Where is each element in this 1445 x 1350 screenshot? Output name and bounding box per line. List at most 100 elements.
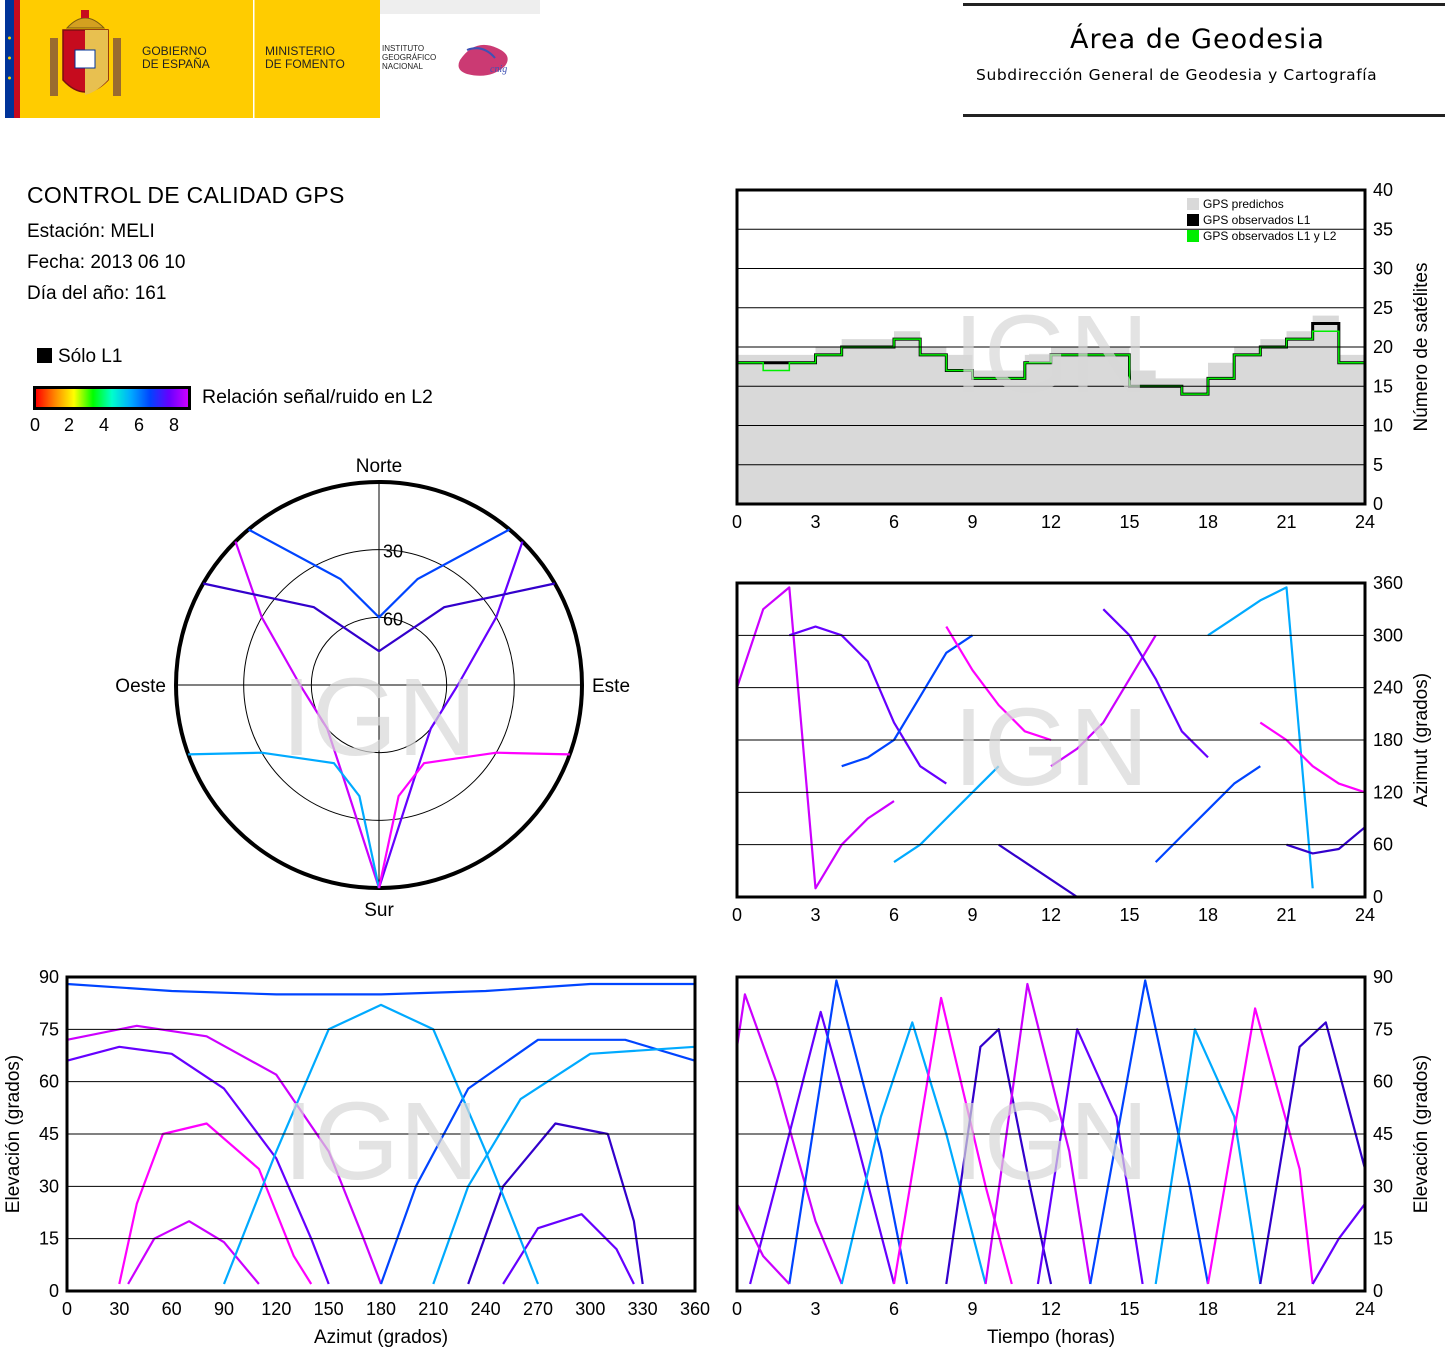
elevation-time-track <box>736 1203 791 1285</box>
y-tick-label: 30 <box>1373 259 1393 279</box>
azimuth-track <box>1050 634 1157 768</box>
ministerio-line-2: DE FOMENTO <box>265 57 345 71</box>
x-tick-label: 330 <box>628 1299 658 1319</box>
date-label: Fecha: 2013 06 10 <box>27 252 186 273</box>
series-predicted-area <box>737 315 1365 504</box>
sky-track <box>188 751 381 889</box>
y-tick-label: 0 <box>1373 887 1383 907</box>
snr-colorbar <box>33 386 191 410</box>
spain-flag-strip <box>14 0 20 118</box>
y-tick-label: 15 <box>1373 376 1393 396</box>
ign-watermark: IGN <box>281 656 477 779</box>
sky-track <box>234 541 381 889</box>
x-axis-label: Tiempo (horas) <box>987 1327 1115 1348</box>
elevation-track <box>432 1045 696 1285</box>
x-tick-label: 300 <box>575 1299 605 1319</box>
satellite-count-chart: 0 5 10 15 20 25 30 35 40 0 3 6 9 12 15 18 21 24 IGN Número … <box>732 180 1432 532</box>
x-tick-label: 6 <box>889 1299 899 1319</box>
cnig-text: cnig <box>490 64 508 75</box>
x-tick-label: 240 <box>471 1299 501 1319</box>
elevation-time-track <box>1089 979 1210 1285</box>
snr-ticks: 0 2 4 6 8 <box>30 415 200 437</box>
y-axis-label: Número de satélites <box>1411 263 1432 432</box>
x-tick-label: 3 <box>810 905 820 925</box>
azimuth-track <box>735 586 895 890</box>
x-tick-label: 18 <box>1198 512 1218 532</box>
y-tick-label: 0 <box>1373 1281 1383 1301</box>
elevation-time-chart: 0 15 30 45 60 75 90 0 3 6 9 12 15 18 21 24 IGN Elevación … <box>732 967 1432 1348</box>
y-tick-label: 30 <box>1373 1176 1393 1196</box>
elevation-track <box>118 1122 313 1285</box>
north-label: Norte <box>356 456 402 477</box>
y-tick-label: 25 <box>1373 298 1393 318</box>
x-tick-label: 12 <box>1041 905 1061 925</box>
elevation-time-track <box>749 1010 896 1285</box>
y-tick-label: 90 <box>1373 967 1393 987</box>
ign-watermark: IGN <box>953 293 1149 416</box>
cnig-logo-icon <box>458 44 508 76</box>
plot-border <box>735 581 1367 899</box>
elevation-track <box>222 1003 540 1285</box>
eu-flag-strip <box>5 0 14 59</box>
x-tick-label: 12 <box>1041 1299 1061 1319</box>
x-tick-label: 21 <box>1276 512 1296 532</box>
azimuth-track <box>893 765 1000 864</box>
report-info: CONTROL DE CALIDAD GPS Estación: MELI Fe… <box>27 182 345 309</box>
y-tick-label: 75 <box>1373 1019 1393 1039</box>
y-tick-label: 10 <box>1373 416 1393 436</box>
plot-border <box>65 975 697 1293</box>
east-label: Este <box>592 676 630 697</box>
x-tick-label: 15 <box>1119 905 1139 925</box>
snr-label: Relación señal/ruido en L2 <box>202 386 433 408</box>
y-axis-label: Elevación (grados) <box>3 1055 24 1213</box>
azimuth-track <box>788 625 947 785</box>
y-axis-label: Elevación (grados) <box>1411 1055 1432 1213</box>
doy-label: Día del año: 161 <box>27 283 167 304</box>
x-tick-label: 24 <box>1355 512 1375 532</box>
report-title: CONTROL DE CALIDAD GPS <box>27 182 345 208</box>
eu-stars-icon <box>8 36 11 80</box>
ring-label: 30 <box>383 542 403 562</box>
x-tick-label: 90 <box>214 1299 234 1319</box>
x-tick-label: 270 <box>523 1299 553 1319</box>
gobierno-line-2: DE ESPAÑA <box>142 57 210 71</box>
x-tick-label: 6 <box>889 905 899 925</box>
y-tick-label: 60 <box>1373 1072 1393 1092</box>
elevation-time-track <box>840 1021 987 1285</box>
snr-tick: 6 <box>134 415 145 435</box>
x-axis-label: Azimut (grados) <box>314 1327 448 1348</box>
x-tick-label: 18 <box>1198 905 1218 925</box>
y-tick-label: 120 <box>1373 782 1403 802</box>
y-tick-label: 180 <box>1373 730 1403 750</box>
y-tick-label: 5 <box>1373 455 1383 475</box>
ring-label: 60 <box>383 609 403 629</box>
y-tick-label: 40 <box>1373 180 1393 200</box>
header-rule-bottom <box>963 114 1445 117</box>
y-tick-label: 15 <box>1373 1229 1393 1249</box>
x-tick-label: 0 <box>732 905 742 925</box>
y-tick-label: 360 <box>1373 573 1403 593</box>
elevation-time-track <box>892 996 1013 1285</box>
ministerio-label: MINISTERIO DE FOMENTO <box>265 45 345 71</box>
y-tick-label: 45 <box>1373 1124 1393 1144</box>
elevation-time-track <box>1206 1007 1314 1285</box>
y-tick-label: 60 <box>1373 835 1393 855</box>
azimuth-track <box>998 843 1078 898</box>
x-tick-label: 21 <box>1276 905 1296 925</box>
elevation-time-track <box>1036 1028 1144 1285</box>
legend-label: GPS observados L1 y L2 <box>1203 229 1337 243</box>
legend-swatch <box>1187 230 1199 242</box>
sky-track <box>247 528 511 619</box>
station-label: Estación: MELI <box>27 221 155 242</box>
sky-track <box>377 751 570 889</box>
y-tick-label: 45 <box>39 1124 59 1144</box>
x-tick-label: 0 <box>732 1299 742 1319</box>
elevation-track <box>66 982 695 996</box>
azimuth-track <box>945 626 1052 742</box>
x-tick-label: 24 <box>1355 1299 1375 1319</box>
plot-border <box>735 975 1367 1293</box>
azimuth-track <box>841 634 974 768</box>
x-tick-label: 9 <box>967 905 977 925</box>
ministerio-line-1: MINISTERIO <box>265 44 336 58</box>
skyplot-chart: IGN 30 60 Norte Sur Este Oeste <box>115 456 630 921</box>
